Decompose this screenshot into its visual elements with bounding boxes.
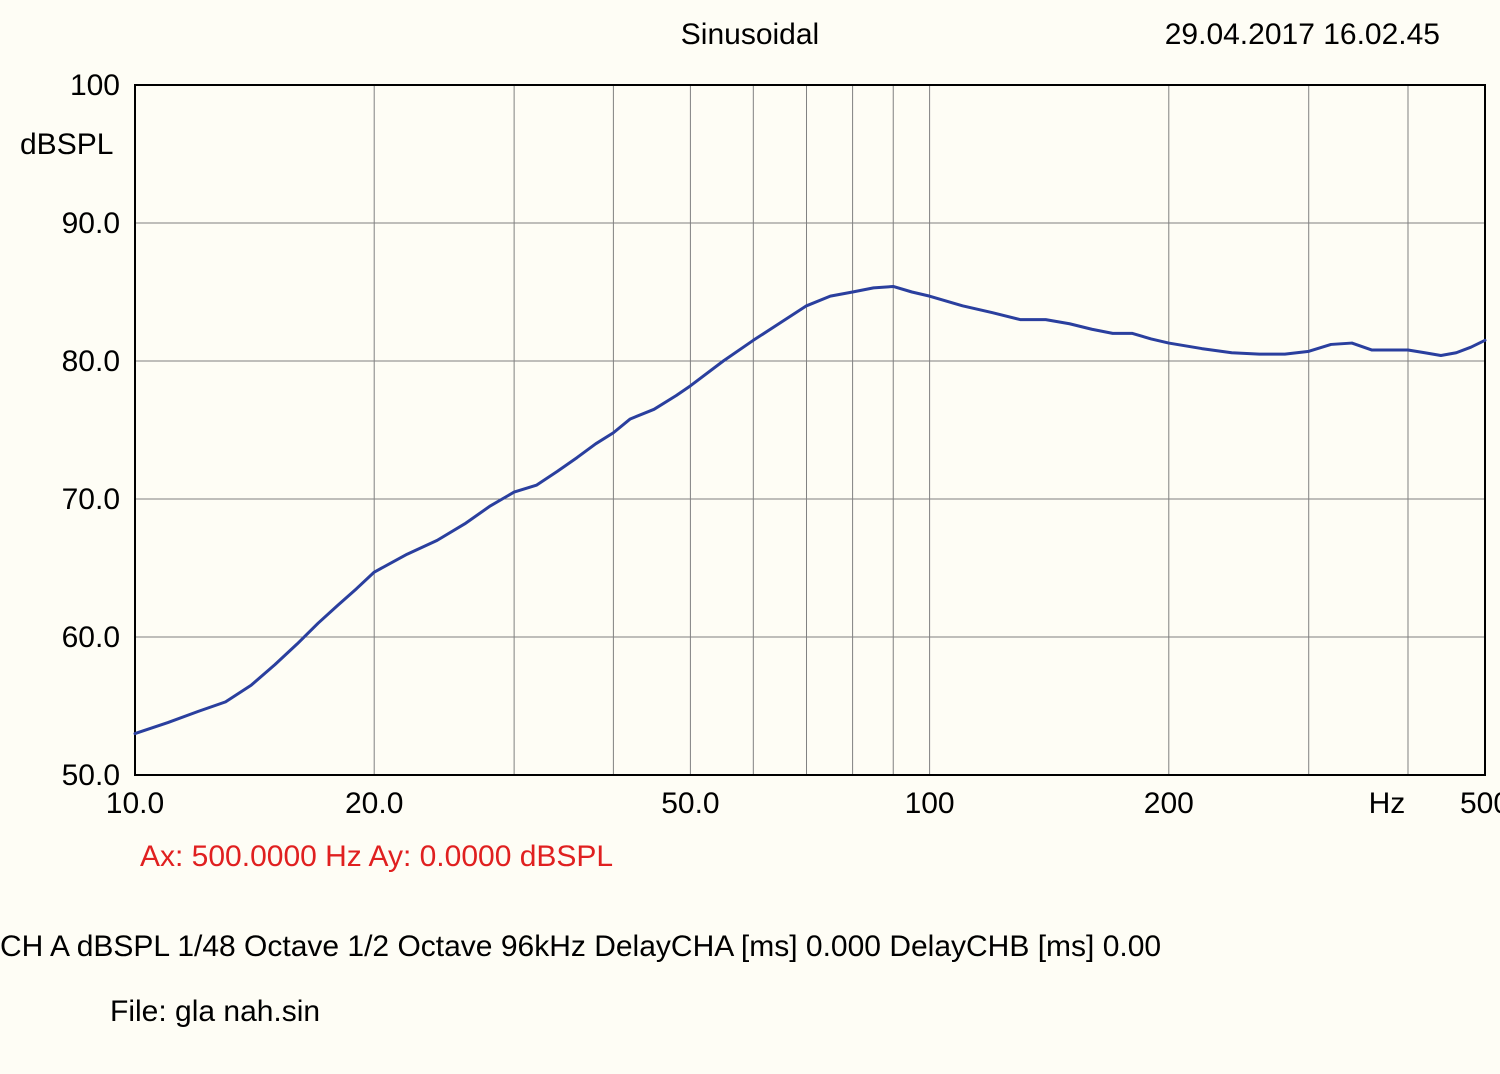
svg-text:20.0: 20.0 xyxy=(345,787,403,820)
frequency-response-chart: 50.060.070.080.090.010010.020.050.010020… xyxy=(0,0,1500,830)
chart-container: { "header": { "title": "Sinusoidal", "ti… xyxy=(0,0,1500,1074)
svg-text:100: 100 xyxy=(70,69,120,102)
svg-text:70.0: 70.0 xyxy=(62,483,120,516)
file-name: File: gla nah.sin xyxy=(110,995,320,1029)
svg-text:80.0: 80.0 xyxy=(62,345,120,378)
svg-text:60.0: 60.0 xyxy=(62,621,120,654)
svg-text:Hz: Hz xyxy=(1369,787,1406,820)
status-line: CH A dBSPL 1/48 Octave 1/2 Octave 96kHz … xyxy=(0,930,1161,964)
svg-text:200: 200 xyxy=(1144,787,1194,820)
svg-text:100: 100 xyxy=(905,787,955,820)
svg-text:500: 500 xyxy=(1460,787,1500,820)
svg-text:50.0: 50.0 xyxy=(661,787,719,820)
cursor-readout: Ax: 500.0000 Hz Ay: 0.0000 dBSPL xyxy=(140,840,613,874)
svg-text:90.0: 90.0 xyxy=(62,207,120,240)
svg-text:10.0: 10.0 xyxy=(106,787,164,820)
